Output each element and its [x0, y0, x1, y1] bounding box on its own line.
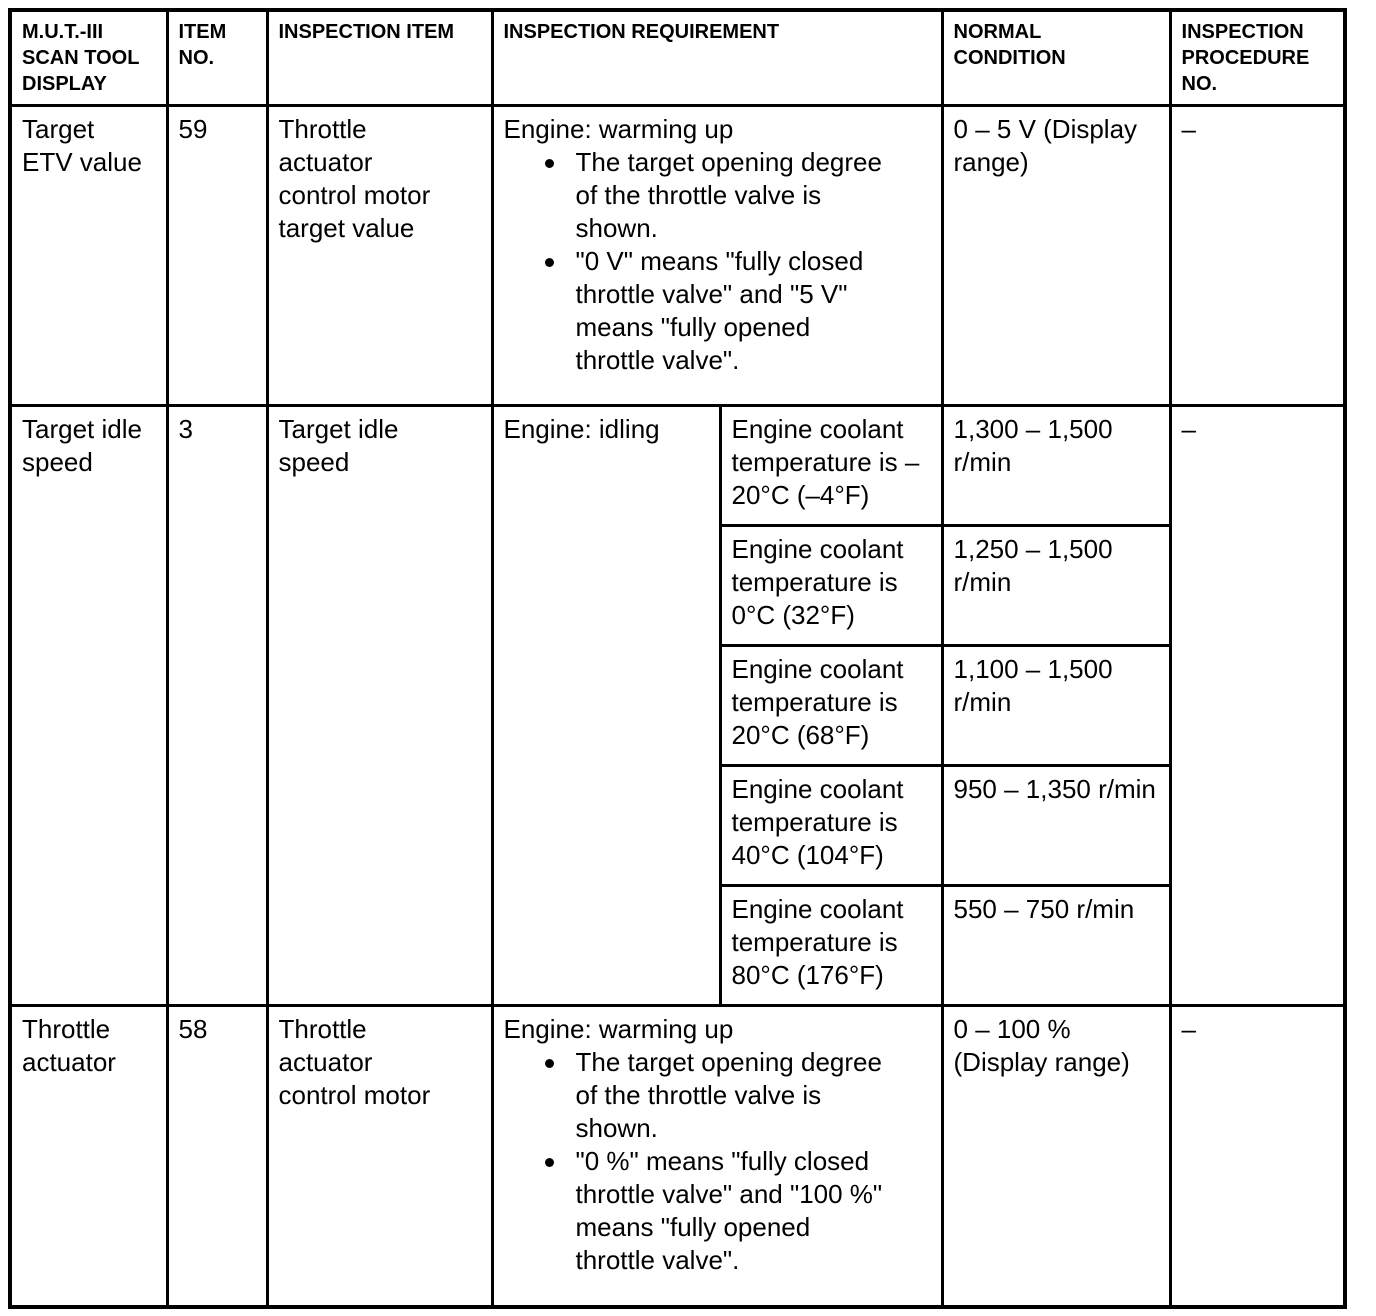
inspection-item-text: Throttle actuator control motor: [278, 1013, 431, 1110]
table-subrow: Engine coolant temperature is 20°C (68°F…: [10, 643, 1345, 767]
requirement-bullet: The target opening degree of the throttl…: [544, 1046, 896, 1145]
requirement-bullet: "0 V" means "fully closed throttle valve…: [544, 245, 896, 377]
scan-tool-display-cell: Target ETV value: [8, 103, 169, 407]
scan-tool-display-text: Throttle actuator: [22, 1013, 116, 1077]
item-no-cell: 3: [165, 403, 269, 1007]
inspection-item-cell: Throttle actuator control motor: [265, 1003, 494, 1309]
normal-condition-cell: 1,250 – 1,500 r/min: [940, 523, 1172, 647]
table-row-target-etv-value: Target ETV value 59 Throttle actuator co…: [8, 103, 1347, 407]
scan-tool-display-text: Target idle speed: [22, 413, 142, 477]
item-no-cell: 59: [165, 103, 269, 407]
requirement-intro: Engine: warming up: [503, 1013, 734, 1044]
requirement-bullet-list: The target opening degree of the throttl…: [504, 146, 931, 377]
condition-cell: Engine coolant temperature is 0°C (32°F): [718, 523, 944, 647]
item-no-cell: 58: [165, 1003, 269, 1309]
inspection-item-text: Throttle actuator control motor target v…: [278, 113, 431, 243]
condition-cell: Engine coolant temperature is 40°C (104°…: [718, 763, 944, 887]
normal-condition-cell: 550 – 750 r/min: [940, 883, 1172, 1007]
header-row: M.U.T.-III SCAN TOOL DISPLAY ITEM NO. IN…: [8, 8, 1347, 107]
scan-tool-display-cell: Target idle speed: [8, 403, 169, 1007]
normal-condition-cell: 1,300 – 1,500 r/min: [940, 403, 1172, 527]
header-inspection-item: INSPECTION ITEM: [265, 8, 494, 107]
condition-cell: Engine coolant temperature is –20°C (–4°…: [718, 403, 944, 527]
table-subrow: Engine coolant temperature is 80°C (176°…: [10, 883, 1345, 1007]
requirement-bullet-list: The target opening degree of the throttl…: [504, 1046, 931, 1277]
inspection-procedure-cell: –: [1168, 403, 1347, 1007]
header-item-no: ITEM NO.: [165, 8, 269, 107]
header-inspection-requirement: INSPECTION REQUIREMENT: [490, 8, 944, 107]
inspection-item-cell: Throttle actuator control motor target v…: [265, 103, 494, 407]
header-inspection-procedure-no: INSPECTION PROCEDURE NO.: [1168, 8, 1347, 107]
header-normal-condition-label: NORMAL CONDITION: [953, 21, 1066, 69]
table-row-target-idle-speed: Target idle speed 3 Target idle speed En…: [8, 403, 1347, 1007]
diagnostic-data-list-table: M.U.T.-III SCAN TOOL DISPLAY ITEM NO. IN…: [8, 8, 1348, 1309]
requirement-bullet: "0 %" means "fully closed throttle valve…: [544, 1145, 896, 1277]
inspection-item-text: Target idle speed: [278, 413, 399, 477]
normal-condition-cell: 0 – 100 % (Display range): [940, 1003, 1172, 1309]
requirement-intro: Engine: warming up: [503, 113, 734, 144]
normal-condition-cell: 0 – 5 V (Display range): [940, 103, 1172, 407]
inspection-procedure-cell: –: [1168, 103, 1347, 407]
inspection-requirement-cell: Engine: warming up The target opening de…: [490, 103, 944, 407]
inspection-requirement-cell: Engine: warming up The target opening de…: [490, 1003, 944, 1309]
header-normal-condition: NORMAL CONDITION: [940, 8, 1172, 107]
header-scan-tool-display: M.U.T.-III SCAN TOOL DISPLAY: [8, 8, 169, 107]
condition-cell: Engine coolant temperature is 80°C (176°…: [718, 883, 944, 1007]
scan-tool-display-text: Target ETV value: [22, 113, 142, 177]
table-subrow: Engine coolant temperature is 40°C (104°…: [10, 763, 1345, 887]
condition-cell: Engine coolant temperature is 20°C (68°F…: [718, 643, 944, 767]
scan-tool-display-cell: Throttle actuator: [8, 1003, 169, 1309]
inspection-item-cell: Target idle speed: [265, 403, 494, 1007]
table-subrow: Engine coolant temperature is 0°C (32°F)…: [10, 523, 1345, 647]
inspection-procedure-cell: –: [1168, 1003, 1347, 1309]
requirement-bullet: The target opening degree of the throttl…: [544, 146, 896, 245]
inspection-requirement-cell: Engine: idling: [490, 403, 722, 1007]
normal-condition-cell: 1,100 – 1,500 r/min: [940, 643, 1172, 767]
table-row-throttle-actuator: Throttle actuator 58 Throttle actuator c…: [8, 1003, 1347, 1309]
normal-condition-cell: 950 – 1,350 r/min: [940, 763, 1172, 887]
